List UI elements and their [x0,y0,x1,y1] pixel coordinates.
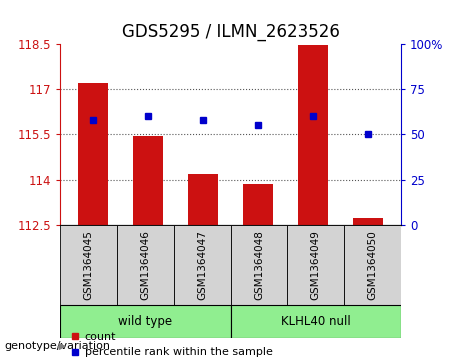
Bar [344,225,401,305]
Text: GSM1364046: GSM1364046 [140,230,150,300]
Bar [60,305,230,338]
Text: GSM1364050: GSM1364050 [367,230,378,300]
Bar [353,219,383,225]
Bar [174,225,230,305]
Text: GSM1364049: GSM1364049 [311,230,321,300]
Bar [230,225,287,305]
Bar [230,305,401,338]
Title: GDS5295 / ILMN_2623526: GDS5295 / ILMN_2623526 [122,23,339,41]
Text: GSM1364045: GSM1364045 [83,230,94,300]
Bar [287,225,344,305]
Bar [60,225,117,305]
Text: GSM1364047: GSM1364047 [197,230,207,300]
Bar [117,225,174,305]
Bar [188,174,218,225]
Text: genotype/variation: genotype/variation [5,342,111,351]
Text: GSM1364048: GSM1364048 [254,230,264,300]
Legend: count, percentile rank within the sample: count, percentile rank within the sample [70,332,272,358]
Bar [78,83,108,225]
Bar [133,136,163,225]
Bar [298,45,328,225]
Text: KLHL40 null: KLHL40 null [281,315,351,328]
Bar [243,184,273,225]
Text: wild type: wild type [118,315,172,328]
